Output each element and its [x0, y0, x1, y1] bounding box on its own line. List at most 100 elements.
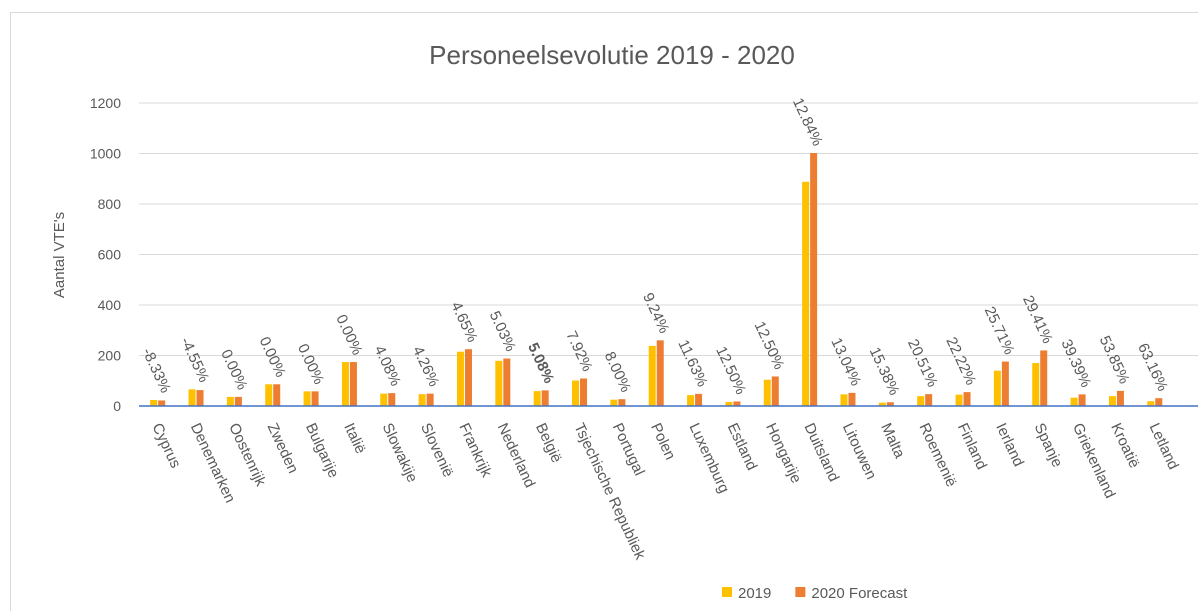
x-tick-label: Oostenrijk [225, 421, 269, 490]
x-tick-label: Hongarije [762, 421, 805, 486]
bar [1040, 350, 1048, 406]
bar [418, 394, 426, 406]
bar [1001, 361, 1009, 406]
data-label: 63.16% [1134, 341, 1171, 394]
bar [1070, 397, 1078, 406]
bar [771, 376, 779, 406]
x-tick-label: Roemenië [916, 421, 960, 490]
data-label: 4.08% [371, 343, 404, 389]
bar [541, 390, 549, 406]
data-label: -8.33% [138, 345, 173, 395]
x-tick-label: Zweden [264, 421, 302, 477]
x-tick-label: Spanje [1031, 421, 1066, 471]
data-label: 22.22% [942, 335, 979, 388]
bar [618, 399, 626, 406]
x-tick-label: Slowakije [379, 421, 421, 486]
data-label: 39.39% [1057, 337, 1094, 390]
x-tick-label: België [532, 421, 565, 466]
bar [1155, 398, 1163, 406]
data-label: -4.55% [177, 335, 212, 385]
y-tick-label: 600 [98, 247, 122, 263]
x-tick-label: Italië [340, 421, 369, 457]
x-tick-label: Letland [1146, 421, 1182, 473]
data-label: 25.71% [981, 304, 1018, 357]
data-label: 9.24% [639, 290, 672, 336]
y-tick-label: 200 [98, 348, 122, 364]
x-tick-label: Kroatië [1107, 421, 1142, 471]
bar [763, 379, 771, 406]
bar [886, 402, 894, 406]
legend-label: 2020 Forecast [811, 585, 908, 602]
data-label: 0.00% [217, 347, 250, 393]
data-label: 20.51% [904, 337, 941, 390]
x-tick-label: Cyprus [149, 421, 184, 471]
bar [955, 394, 963, 406]
y-tick-label: 1000 [90, 146, 121, 162]
bar [572, 380, 580, 406]
data-label: 12.50% [751, 319, 788, 372]
x-tick-label: Duitsland [800, 421, 842, 485]
x-tick-label: Slovenië [417, 421, 457, 480]
bar [226, 396, 234, 406]
bar [388, 393, 396, 406]
bar [656, 340, 664, 406]
y-tick-label: 1200 [90, 95, 121, 111]
x-tick-label: Portugal [609, 421, 648, 479]
data-label: 15.38% [866, 345, 903, 398]
bar [273, 384, 281, 406]
bar [311, 391, 319, 406]
x-tick-label: Bulgarije [302, 421, 342, 481]
bar [188, 389, 196, 406]
bar [917, 396, 925, 406]
data-label: 11.63% [674, 337, 710, 389]
legend-label: 2019 [738, 585, 771, 602]
chart-title: Personeelsevolutie 2019 - 2020 [429, 40, 795, 70]
bar [695, 393, 703, 406]
bar [1116, 390, 1124, 406]
bar [380, 393, 388, 406]
bar [648, 345, 656, 406]
data-label: 0.00% [332, 312, 365, 358]
bar [687, 395, 695, 406]
x-tick-label: Estland [724, 421, 761, 474]
bar [725, 401, 733, 406]
data-label: 12.50% [712, 344, 749, 397]
bar [925, 394, 933, 406]
bar [349, 362, 357, 406]
legend-swatch [722, 587, 732, 597]
x-tick-label: Ierland [992, 421, 1027, 470]
bar [1032, 363, 1040, 406]
bar [456, 351, 464, 406]
bar [878, 402, 886, 406]
bar [158, 400, 166, 406]
bar [150, 399, 158, 406]
data-label: 0.00% [256, 334, 289, 380]
bar [464, 349, 472, 406]
data-label: 4.26% [409, 344, 442, 390]
bar [1078, 394, 1086, 406]
chart-border [10, 12, 1198, 611]
bar [733, 401, 741, 406]
x-tick-label: Nederland [494, 421, 539, 491]
bar [426, 393, 434, 406]
bar [234, 396, 242, 406]
bar [1108, 396, 1116, 406]
legend-swatch [795, 587, 806, 597]
data-label: 53.85% [1096, 333, 1133, 386]
x-tick-label: Litouwen [839, 421, 880, 483]
bar [963, 392, 971, 406]
bar [303, 391, 311, 406]
bar [341, 362, 349, 406]
data-label: 4.65% [447, 299, 480, 345]
bar [196, 390, 204, 406]
bar [265, 384, 273, 406]
bar [840, 394, 848, 406]
x-tick-label: Finland [954, 421, 990, 473]
x-tick-label: Polen [647, 421, 679, 463]
data-label: 5.08% [524, 340, 557, 386]
x-tick-label: Malta [877, 421, 908, 462]
y-tick-label: 800 [98, 196, 122, 212]
bar [610, 399, 618, 406]
bar [810, 152, 818, 406]
